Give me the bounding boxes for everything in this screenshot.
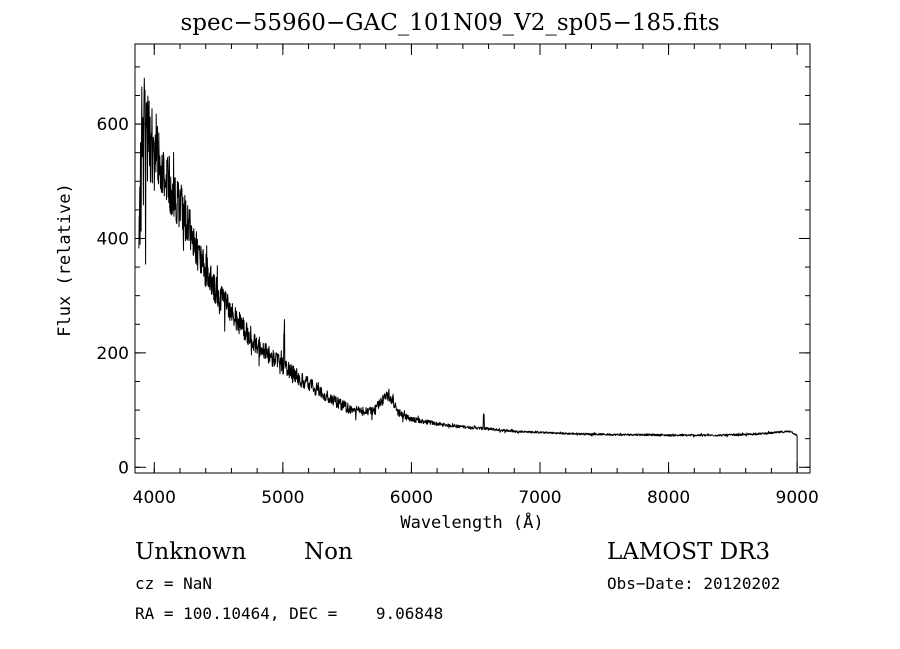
survey-label: LAMOST DR3 xyxy=(607,539,771,565)
x-tick-label: 6000 xyxy=(390,488,433,508)
object-class-label: Unknown xyxy=(135,539,247,565)
object-subclass-label: Non xyxy=(304,539,353,565)
coordinates-label: RA = 100.10464, DEC = 9.06848 xyxy=(135,604,444,623)
minor-ticks xyxy=(135,44,810,473)
y-tick-label: 0 xyxy=(118,458,129,478)
x-tick-label: 5000 xyxy=(261,488,304,508)
x-tick-label: 8000 xyxy=(647,488,690,508)
y-tick-label: 200 xyxy=(97,344,129,364)
x-tick-label: 7000 xyxy=(518,488,561,508)
spectrum-line xyxy=(138,77,798,473)
redshift-label: cz = NaN xyxy=(135,574,213,593)
obs-date-label: Obs−Date: 20120202 xyxy=(607,574,781,593)
y-tick-label: 600 xyxy=(97,115,129,135)
x-tick-label: 4000 xyxy=(133,488,176,508)
major-ticks xyxy=(135,44,810,473)
chart-title: spec−55960−GAC_101N09_V2_sp05−185.fits xyxy=(180,10,720,36)
y-axis-label: Flux (relative) xyxy=(55,183,75,337)
y-tick-label: 400 xyxy=(97,229,129,249)
x-tick-label: 9000 xyxy=(776,488,819,508)
plot-frame xyxy=(134,43,811,474)
tick-labels: 4000 5000 6000 7000 8000 9000 0 200 400 600 xyxy=(97,115,819,508)
x-axis-label: Wavelength (Å) xyxy=(400,511,543,533)
